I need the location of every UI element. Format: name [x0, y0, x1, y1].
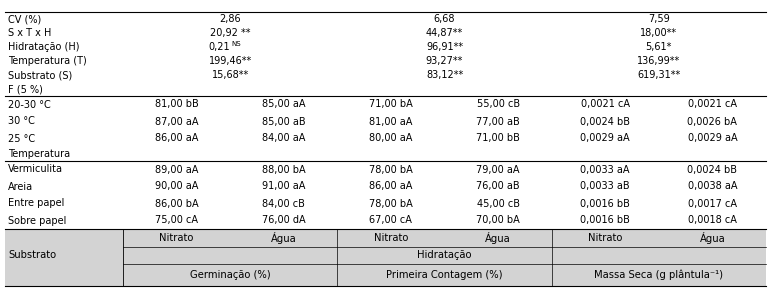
Text: 88,00 bA: 88,00 bA: [262, 164, 305, 175]
Text: Substrato (S): Substrato (S): [8, 70, 72, 80]
Text: 77,00 aB: 77,00 aB: [476, 117, 520, 126]
Text: 0,0033 aB: 0,0033 aB: [581, 182, 630, 191]
Text: 20-30 °C: 20-30 °C: [8, 99, 51, 110]
Text: 0,0026 bA: 0,0026 bA: [688, 117, 737, 126]
Text: 96,91**: 96,91**: [426, 42, 463, 52]
Text: 71,00 bA: 71,00 bA: [369, 99, 412, 110]
Text: 75,00 cA: 75,00 cA: [155, 215, 198, 226]
Text: 199,46**: 199,46**: [208, 56, 252, 66]
Bar: [5, 229, 766, 286]
Text: 80,00 aA: 80,00 aA: [369, 133, 412, 144]
Text: 0,0018 cA: 0,0018 cA: [688, 215, 737, 226]
Text: Nitrato: Nitrato: [588, 233, 622, 243]
Text: 0,21: 0,21: [208, 42, 231, 52]
Text: 0,0029 aA: 0,0029 aA: [581, 133, 630, 144]
Text: Água: Água: [485, 232, 511, 244]
Text: Nitrato: Nitrato: [160, 233, 194, 243]
Text: 81,00 aA: 81,00 aA: [369, 117, 412, 126]
Text: Água: Água: [271, 232, 297, 244]
Text: NS: NS: [231, 41, 241, 47]
Text: 83,12**: 83,12**: [426, 70, 463, 80]
Text: Massa Seca (g plântula⁻¹): Massa Seca (g plântula⁻¹): [594, 270, 723, 280]
Text: 45,00 cB: 45,00 cB: [476, 198, 520, 209]
Text: Temperatura (T): Temperatura (T): [8, 56, 87, 66]
Text: Nitrato: Nitrato: [374, 233, 408, 243]
Text: 2,86: 2,86: [220, 14, 241, 24]
Text: 20,92 **: 20,92 **: [210, 28, 251, 38]
Text: 44,87**: 44,87**: [426, 28, 463, 38]
Text: 78,00 bA: 78,00 bA: [369, 164, 412, 175]
Text: 25 °C: 25 °C: [8, 133, 35, 144]
Text: Hidratação: Hidratação: [417, 251, 472, 260]
Text: Entre papel: Entre papel: [8, 198, 64, 209]
Text: 5,61*: 5,61*: [645, 42, 672, 52]
Text: 90,00 aA: 90,00 aA: [155, 182, 198, 191]
Text: 91,00 aA: 91,00 aA: [262, 182, 305, 191]
Text: S x T x H: S x T x H: [8, 28, 52, 38]
Text: 86,00 aA: 86,00 aA: [155, 133, 198, 144]
Text: 86,00 bA: 86,00 bA: [155, 198, 198, 209]
Text: 85,00 aA: 85,00 aA: [262, 99, 305, 110]
Text: 0,0021 cA: 0,0021 cA: [688, 99, 737, 110]
Text: 86,00 aA: 86,00 aA: [369, 182, 412, 191]
Text: Areia: Areia: [8, 182, 33, 191]
Text: 0,0033 aA: 0,0033 aA: [581, 164, 630, 175]
Text: 85,00 aB: 85,00 aB: [262, 117, 305, 126]
Text: Temperatura: Temperatura: [8, 149, 70, 159]
Text: 87,00 aA: 87,00 aA: [155, 117, 198, 126]
Text: 93,27**: 93,27**: [426, 56, 463, 66]
Text: 136,99**: 136,99**: [637, 56, 681, 66]
Text: 619,31**: 619,31**: [637, 70, 681, 80]
Text: 7,59: 7,59: [648, 14, 670, 24]
Text: 18,00**: 18,00**: [640, 28, 678, 38]
Text: F (5 %): F (5 %): [8, 84, 43, 94]
Text: Hidratação (H): Hidratação (H): [8, 42, 79, 52]
Text: CV (%): CV (%): [8, 14, 42, 24]
Text: 0,0024 bB: 0,0024 bB: [688, 164, 737, 175]
Text: 0,0029 aA: 0,0029 aA: [688, 133, 737, 144]
Text: 84,00 cB: 84,00 cB: [262, 198, 305, 209]
Text: 84,00 aA: 84,00 aA: [262, 133, 305, 144]
Text: 0,0016 bB: 0,0016 bB: [581, 215, 630, 226]
Text: Sobre papel: Sobre papel: [8, 215, 66, 226]
Text: 89,00 aA: 89,00 aA: [155, 164, 198, 175]
Text: 0,0021 cA: 0,0021 cA: [581, 99, 630, 110]
Text: 6,68: 6,68: [434, 14, 455, 24]
Text: Vermiculita: Vermiculita: [8, 164, 63, 175]
Text: Substrato: Substrato: [8, 251, 56, 260]
Text: 71,00 bB: 71,00 bB: [476, 133, 520, 144]
Text: 0,0024 bB: 0,0024 bB: [581, 117, 630, 126]
Text: 78,00 bA: 78,00 bA: [369, 198, 412, 209]
Text: 0,0016 bB: 0,0016 bB: [581, 198, 630, 209]
Text: 70,00 bA: 70,00 bA: [476, 215, 520, 226]
Text: Água: Água: [699, 232, 726, 244]
Text: Germinação (%): Germinação (%): [190, 270, 271, 280]
Text: 79,00 aA: 79,00 aA: [476, 164, 520, 175]
Text: 55,00 cB: 55,00 cB: [476, 99, 520, 110]
Text: 0,0038 aA: 0,0038 aA: [688, 182, 737, 191]
Text: 76,00 dA: 76,00 dA: [262, 215, 305, 226]
Text: 15,68**: 15,68**: [211, 70, 249, 80]
Text: 0,0017 cA: 0,0017 cA: [688, 198, 737, 209]
Text: 67,00 cA: 67,00 cA: [369, 215, 412, 226]
Text: 30 °C: 30 °C: [8, 117, 35, 126]
Text: 76,00 aB: 76,00 aB: [476, 182, 520, 191]
Text: 81,00 bB: 81,00 bB: [155, 99, 198, 110]
Text: Primeira Contagem (%): Primeira Contagem (%): [386, 270, 503, 280]
